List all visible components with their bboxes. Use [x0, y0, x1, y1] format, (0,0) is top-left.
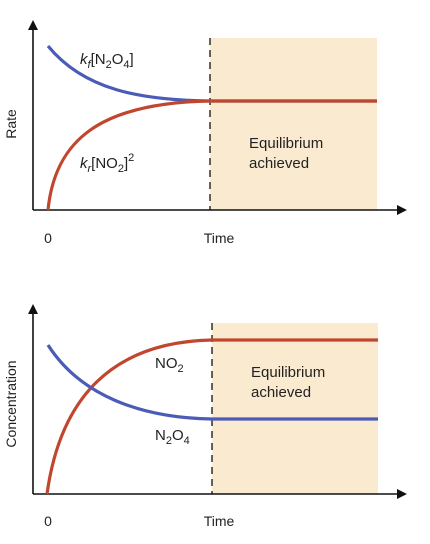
no2-concentration-curve: [45, 338, 378, 495]
concentration-equilibrium-label: Equilibrium achieved: [251, 364, 329, 401]
concentration-x-axis-label: Time: [204, 513, 235, 529]
rate-panel: Rate 0 Time kf[N2O4] kr[NO2]2 Equilibriu…: [3, 20, 407, 246]
rate-reverse-curve: [46, 99, 377, 211]
concentration-origin-label: 0: [44, 513, 52, 529]
no2-label: NO2: [155, 355, 184, 375]
rate-x-axis-label: Time: [204, 230, 235, 246]
concentration-equilibrium-region: [212, 323, 378, 494]
reverse-rate-label: kr[NO2]2: [80, 152, 134, 175]
forward-rate-label: kf[N2O4]: [80, 51, 134, 71]
rate-origin-label: 0: [44, 230, 52, 246]
rate-equilibrium-label: Equilibrium achieved: [249, 135, 327, 172]
rate-equilibrium-region: [210, 38, 377, 210]
n2o4-concentration-curve: [46, 344, 378, 421]
n2o4-label: N2O4: [155, 427, 190, 447]
concentration-panel: Concentration 0 Time NO2 N2O4 Equilibriu…: [3, 304, 407, 529]
concentration-y-axis-label: Concentration: [3, 360, 19, 447]
rate-y-axis-label: Rate: [3, 109, 19, 139]
